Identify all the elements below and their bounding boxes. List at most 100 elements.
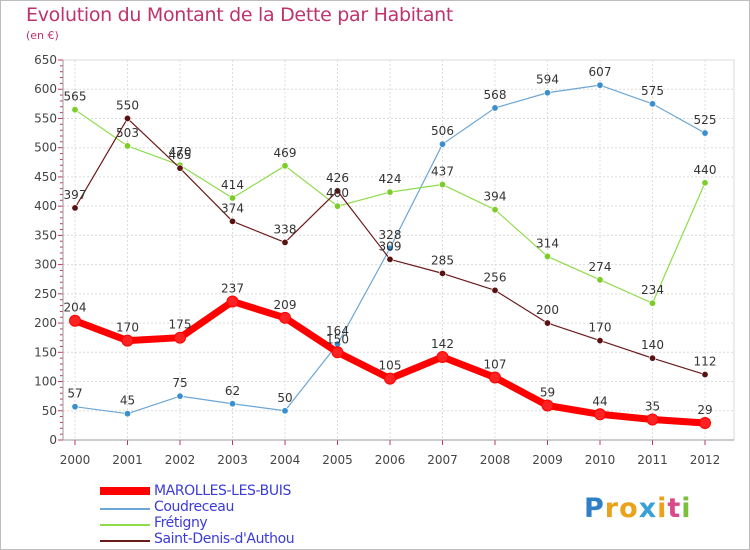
x-tick-label: 2010: [585, 453, 616, 467]
data-point-coudreceau: [701, 129, 709, 137]
legend-label: Frétigny: [154, 515, 208, 531]
data-label-saint-denis-d-authou: 309: [379, 239, 402, 253]
data-label-coudreceau: 62: [225, 384, 240, 398]
data-label-marolles-les-buis: 175: [169, 318, 192, 332]
x-tick-label: 2003: [217, 453, 248, 467]
x-tick-label: 2004: [270, 453, 301, 467]
data-label-coudreceau: 568: [484, 88, 507, 102]
data-label-marolles-les-buis: 35: [645, 400, 660, 414]
data-label-fretigny: 503: [116, 126, 139, 140]
legend-label: Coudreceau: [154, 499, 234, 515]
data-point-saint-denis-d-authou: [124, 114, 132, 122]
legend-swatch: [100, 508, 150, 510]
data-label-fretigny: 274: [589, 260, 612, 274]
data-label-marolles-les-buis: 29: [697, 403, 712, 417]
x-tick-label: 2005: [322, 453, 353, 467]
y-tick-label: 450: [34, 170, 57, 184]
data-label-fretigny: 437: [431, 165, 454, 179]
data-point-fretigny: [438, 181, 446, 189]
data-label-saint-denis-d-authou: 465: [169, 148, 192, 162]
y-tick-label: 300: [34, 258, 57, 272]
data-label-marolles-les-buis: 142: [431, 337, 454, 351]
data-point-marolles-les-buis: [646, 413, 659, 426]
data-point-saint-denis-d-authou: [491, 286, 499, 294]
y-tick-label: 550: [34, 111, 57, 125]
data-label-coudreceau: 45: [120, 394, 135, 408]
legend-label: MAROLLES-LES-BUIS: [154, 483, 291, 499]
data-point-coudreceau: [124, 410, 132, 418]
data-label-saint-denis-d-authou: 200: [536, 303, 559, 317]
data-label-coudreceau: 75: [172, 376, 187, 390]
data-point-saint-denis-d-authou: [438, 269, 446, 277]
legend-item: Saint-Denis-d'Authou: [100, 531, 360, 549]
y-tick-label: 100: [34, 375, 57, 389]
data-label-coudreceau: 575: [641, 84, 664, 98]
legend-item: Frétigny: [100, 515, 360, 533]
data-point-fretigny: [386, 188, 394, 196]
data-point-coudreceau: [543, 89, 551, 97]
data-point-marolles-les-buis: [384, 372, 396, 385]
data-label-fretigny: 469: [274, 146, 297, 160]
data-point-marolles-les-buis: [226, 295, 239, 308]
data-point-fretigny: [229, 194, 237, 202]
data-label-saint-denis-d-authou: 256: [484, 270, 507, 284]
data-point-saint-denis-d-authou: [71, 204, 79, 212]
data-point-coudreceau: [229, 400, 237, 408]
data-label-coudreceau: 607: [589, 65, 612, 79]
data-label-fretigny: 440: [694, 163, 717, 177]
data-point-fretigny: [648, 299, 656, 307]
x-tick-label: 2000: [60, 453, 91, 467]
legend-swatch: [100, 524, 150, 526]
legend-item: Coudreceau: [100, 499, 360, 517]
data-point-marolles-les-buis: [594, 408, 606, 421]
data-point-fretigny: [333, 202, 341, 210]
data-label-coudreceau: 594: [536, 73, 559, 87]
data-label-saint-denis-d-authou: 112: [694, 355, 717, 369]
chart-subtitle: (en €): [26, 29, 59, 42]
data-label-saint-denis-d-authou: 550: [116, 98, 139, 112]
data-label-coudreceau: 57: [67, 387, 82, 401]
y-tick-label: 200: [34, 316, 57, 330]
x-tick-label: 2012: [690, 453, 721, 467]
data-label-saint-denis-d-authou: 426: [326, 171, 349, 185]
data-point-coudreceau: [71, 403, 79, 411]
data-label-saint-denis-d-authou: 140: [641, 338, 664, 352]
y-tick-label: 50: [42, 404, 57, 418]
y-tick-label: 350: [34, 228, 57, 242]
data-point-marolles-les-buis: [436, 350, 449, 363]
data-point-coudreceau: [281, 407, 289, 415]
legend-swatch: [100, 487, 150, 495]
data-point-saint-denis-d-authou: [281, 238, 289, 246]
data-point-marolles-les-buis: [489, 371, 501, 384]
x-tick-label: 2002: [165, 453, 196, 467]
legend-swatch: [100, 540, 150, 542]
data-label-marolles-les-buis: 170: [116, 321, 139, 335]
data-label-saint-denis-d-authou: 170: [589, 321, 612, 335]
data-point-fretigny: [71, 106, 79, 114]
data-point-saint-denis-d-authou: [648, 354, 656, 362]
data-label-marolles-les-buis: 105: [379, 359, 402, 373]
data-point-coudreceau: [596, 81, 604, 89]
data-point-marolles-les-buis: [331, 346, 344, 359]
data-label-fretigny: 234: [641, 283, 664, 297]
data-point-fretigny: [491, 206, 499, 214]
svg-text:Proxiti: Proxiti: [584, 493, 692, 524]
legend-item: MAROLLES-LES-BUIS: [100, 483, 360, 501]
y-tick-label: 600: [34, 82, 57, 96]
data-label-fretigny: 414: [221, 178, 244, 192]
data-point-coudreceau: [438, 140, 446, 148]
x-tick-label: 2006: [375, 453, 406, 467]
data-point-saint-denis-d-authou: [701, 371, 709, 379]
y-tick-label: 250: [34, 287, 57, 301]
data-point-saint-denis-d-authou: [333, 187, 341, 195]
data-point-marolles-les-buis: [174, 331, 186, 344]
data-label-coudreceau: 506: [431, 124, 454, 138]
y-tick-label: 500: [34, 141, 57, 155]
data-label-marolles-les-buis: 209: [274, 298, 297, 312]
series-line-fretigny: [74, 109, 706, 304]
data-label-marolles-les-buis: 237: [221, 281, 244, 295]
data-label-marolles-les-buis: 150: [326, 332, 349, 346]
data-label-coudreceau: 525: [694, 113, 717, 127]
data-point-fretigny: [124, 142, 132, 150]
data-label-marolles-les-buis: 204: [64, 301, 87, 315]
